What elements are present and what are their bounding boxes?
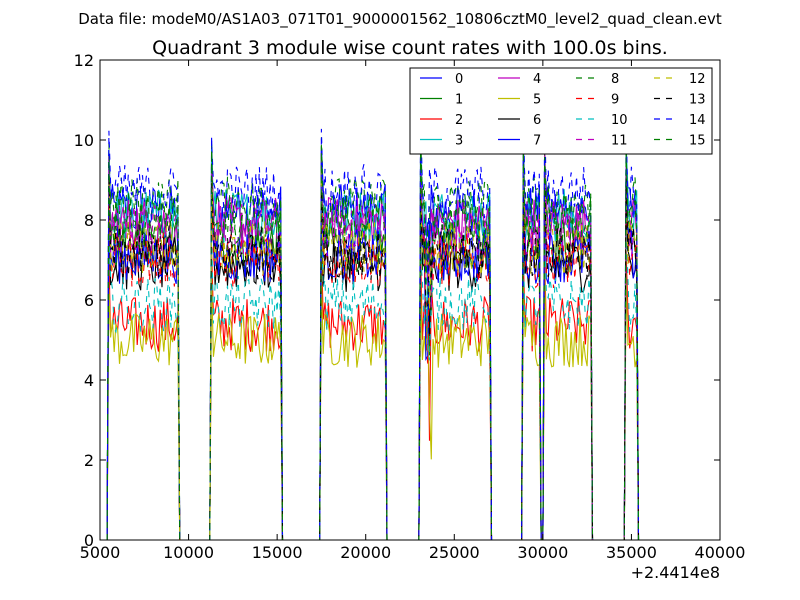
- legend-label-12: 12: [689, 72, 706, 87]
- legend-label-15: 15: [689, 134, 706, 149]
- chart-title: Quadrant 3 module wise count rates with …: [152, 37, 668, 59]
- y-tick-label: 2: [84, 451, 94, 470]
- legend-label-5: 5: [533, 93, 541, 108]
- x-tick-label: 35000: [606, 543, 657, 562]
- y-tick-label: 4: [84, 371, 94, 390]
- x-axis-offset-label: +2.4414e8: [631, 563, 720, 582]
- axes-layer: 5000 10000 15000 20000 25000 30000 35000 40000 0…: [74, 51, 746, 562]
- legend-label-13: 13: [689, 93, 706, 108]
- chart-suptitle: Data file: modeM0/AS1A03_071T01_90000015…: [78, 10, 722, 29]
- x-tick-label: 30000: [517, 543, 568, 562]
- series-line-11: [106, 152, 640, 540]
- legend-label-6: 6: [533, 113, 541, 128]
- legend-label-1: 1: [455, 93, 463, 108]
- series-line-13: [106, 173, 640, 540]
- legend-label-11: 11: [611, 134, 628, 149]
- legend-frame: [409, 67, 713, 155]
- y-tick-label: 12: [74, 51, 94, 70]
- y-tick-label: 6: [84, 291, 94, 310]
- x-tick-label: 25000: [429, 543, 480, 562]
- x-tick-label: 20000: [340, 543, 391, 562]
- legend-label-0: 0: [455, 72, 463, 87]
- y-tick-label: 0: [84, 531, 94, 550]
- series-line-10: [106, 229, 640, 540]
- series-layer: [106, 112, 640, 540]
- series-line-14: [106, 112, 640, 540]
- x-tick-label: 5000: [80, 543, 121, 562]
- legend-label-9: 9: [611, 93, 619, 108]
- legend-label-10: 10: [611, 113, 628, 128]
- series-line-9: [106, 187, 640, 540]
- legend-label-7: 7: [533, 134, 541, 149]
- legend-label-8: 8: [611, 72, 619, 87]
- series-line-5: [106, 266, 640, 540]
- series-line-15: [106, 145, 640, 540]
- legend-label-14: 14: [689, 113, 706, 128]
- y-tick-label: 8: [84, 211, 94, 230]
- x-tick-label: 40000: [695, 543, 746, 562]
- legend-label-3: 3: [455, 134, 463, 149]
- series-line-8: [106, 134, 640, 540]
- legend-label-2: 2: [455, 113, 463, 128]
- x-tick-label: 10000: [163, 543, 214, 562]
- y-tick-label: 10: [74, 131, 94, 150]
- x-tick-label: 15000: [252, 543, 303, 562]
- legend-label-4: 4: [533, 72, 541, 87]
